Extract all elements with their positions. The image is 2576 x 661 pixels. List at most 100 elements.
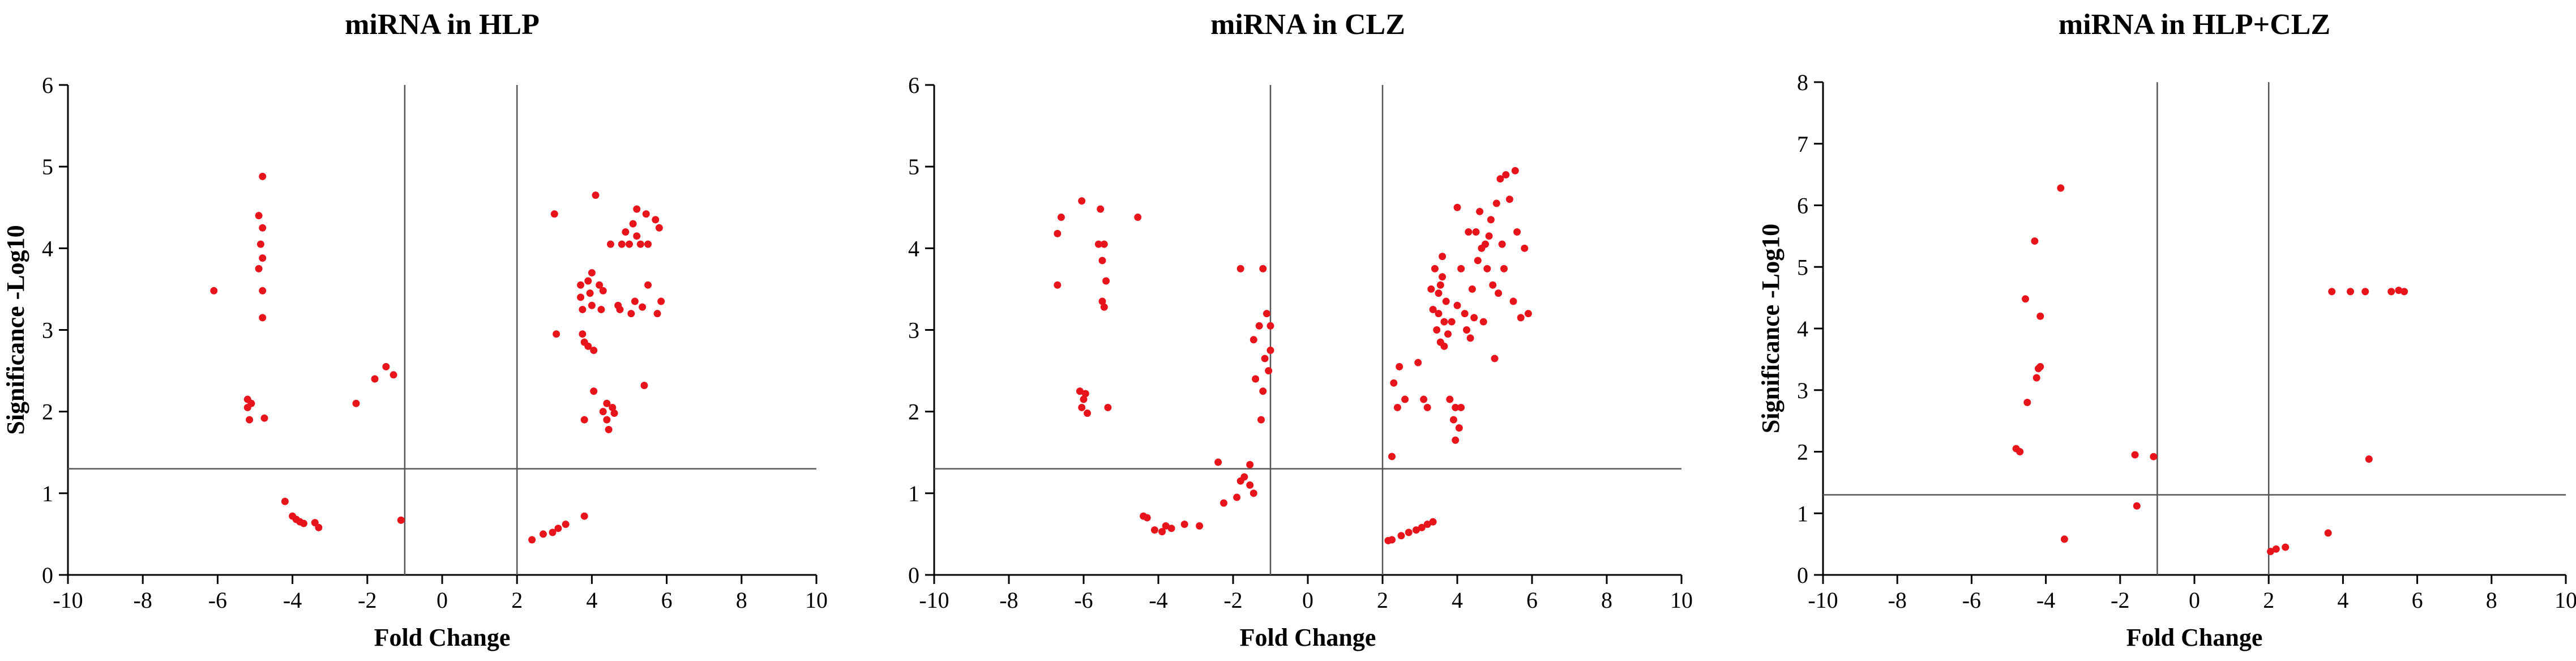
y-axis-label: Significance -Log10 <box>1757 224 1785 433</box>
data-point <box>247 399 255 407</box>
data-point <box>1517 314 1525 322</box>
data-point <box>627 310 635 318</box>
data-point <box>631 297 639 305</box>
data-point <box>1266 322 1274 330</box>
data-point <box>644 240 652 248</box>
x-tick-label: -6 <box>1074 587 1093 613</box>
data-point <box>1429 518 1437 526</box>
data-point <box>2347 288 2355 296</box>
data-point <box>352 399 360 407</box>
y-tick-label: 6 <box>1797 193 1808 219</box>
data-point <box>584 277 592 285</box>
data-point <box>1397 532 1405 540</box>
data-point <box>382 363 390 370</box>
data-point <box>577 293 585 301</box>
data-point <box>1511 167 1519 174</box>
data-point <box>1265 367 1273 375</box>
x-tick-label: 6 <box>1526 587 1538 613</box>
y-tick-label: 5 <box>1797 254 1808 280</box>
data-point <box>1452 436 1460 444</box>
x-tick-label: 10 <box>2554 587 2576 613</box>
data-point <box>616 305 624 313</box>
data-point <box>2272 545 2280 553</box>
data-point <box>605 425 613 433</box>
data-point <box>2057 184 2065 192</box>
data-point <box>1081 390 1089 398</box>
data-point <box>584 342 592 350</box>
x-tick-label: -2 <box>358 587 376 613</box>
data-point <box>1453 301 1461 309</box>
data-point <box>256 240 264 248</box>
x-tick-label: -8 <box>134 587 152 613</box>
data-point <box>255 212 263 220</box>
data-point <box>259 314 267 322</box>
data-point <box>1492 199 1500 207</box>
data-point <box>1097 205 1105 213</box>
data-point <box>1393 403 1401 411</box>
data-point <box>1054 281 1062 289</box>
data-point <box>1463 326 1470 334</box>
data-point <box>562 521 570 528</box>
data-point <box>1259 265 1267 272</box>
y-axis-label: Significance -Log10 <box>2 225 29 434</box>
x-tick-label: -6 <box>208 587 227 613</box>
data-point <box>260 414 268 422</box>
chart-panel-2: miRNA in CLZ 0 1 2 3 4 5 6 -10 -8 -6 -4 -2 0 2 4 6 8 10 Fol… <box>908 8 1693 651</box>
data-point <box>210 287 218 295</box>
x-axis-label: Fold Change <box>2126 624 2263 651</box>
data-point <box>580 416 588 424</box>
data-point <box>599 408 607 416</box>
data-point <box>1433 326 1441 334</box>
data-point <box>1396 363 1403 370</box>
data-point <box>2036 363 2044 370</box>
data-point <box>1143 514 1151 522</box>
data-point <box>1440 318 1448 326</box>
x-tick-label: 4 <box>1452 587 1463 613</box>
data-point <box>550 210 558 218</box>
data-point <box>1483 265 1491 272</box>
data-point <box>644 281 652 289</box>
data-point <box>1162 522 1170 530</box>
data-point <box>1100 240 1108 248</box>
data-point <box>549 528 557 536</box>
data-point <box>1080 395 1088 403</box>
data-point <box>1414 359 1422 366</box>
data-point <box>255 265 263 272</box>
x-tick-label: 0 <box>2189 587 2200 613</box>
data-point <box>1390 379 1398 387</box>
data-point <box>609 403 617 411</box>
data-point <box>1412 526 1420 534</box>
data-point <box>554 524 562 532</box>
data-point <box>653 310 661 318</box>
data-point <box>1457 403 1465 411</box>
data-point <box>1220 499 1227 507</box>
data-point <box>590 387 598 395</box>
data-point <box>1476 207 1484 215</box>
data-point <box>315 523 323 531</box>
data-point <box>1401 395 1409 403</box>
data-point <box>636 240 644 248</box>
data-point <box>1054 229 1062 237</box>
data-point <box>1259 387 1267 395</box>
x-tick-label: -6 <box>1962 587 1981 613</box>
data-point <box>580 512 588 520</box>
data-point <box>2395 287 2403 295</box>
data-point <box>1257 416 1265 424</box>
data-point <box>1423 403 1431 411</box>
data-point <box>1448 318 1456 326</box>
data-point <box>259 172 267 180</box>
data-point <box>1263 310 1270 318</box>
x-tick-label: -10 <box>53 587 83 613</box>
data-point <box>1498 240 1506 248</box>
data-point <box>2016 448 2024 455</box>
data-point <box>1485 232 1493 240</box>
x-tick-label: 4 <box>2337 587 2348 613</box>
data-point <box>2266 548 2274 556</box>
data-point <box>1261 355 1269 363</box>
data-point <box>1442 297 1450 305</box>
data-point <box>1439 253 1447 261</box>
x-tick-label: 10 <box>805 587 828 613</box>
data-point <box>1427 285 1435 293</box>
x-tick-label: 8 <box>2486 587 2497 613</box>
y-tick-label: 0 <box>1797 562 1808 588</box>
